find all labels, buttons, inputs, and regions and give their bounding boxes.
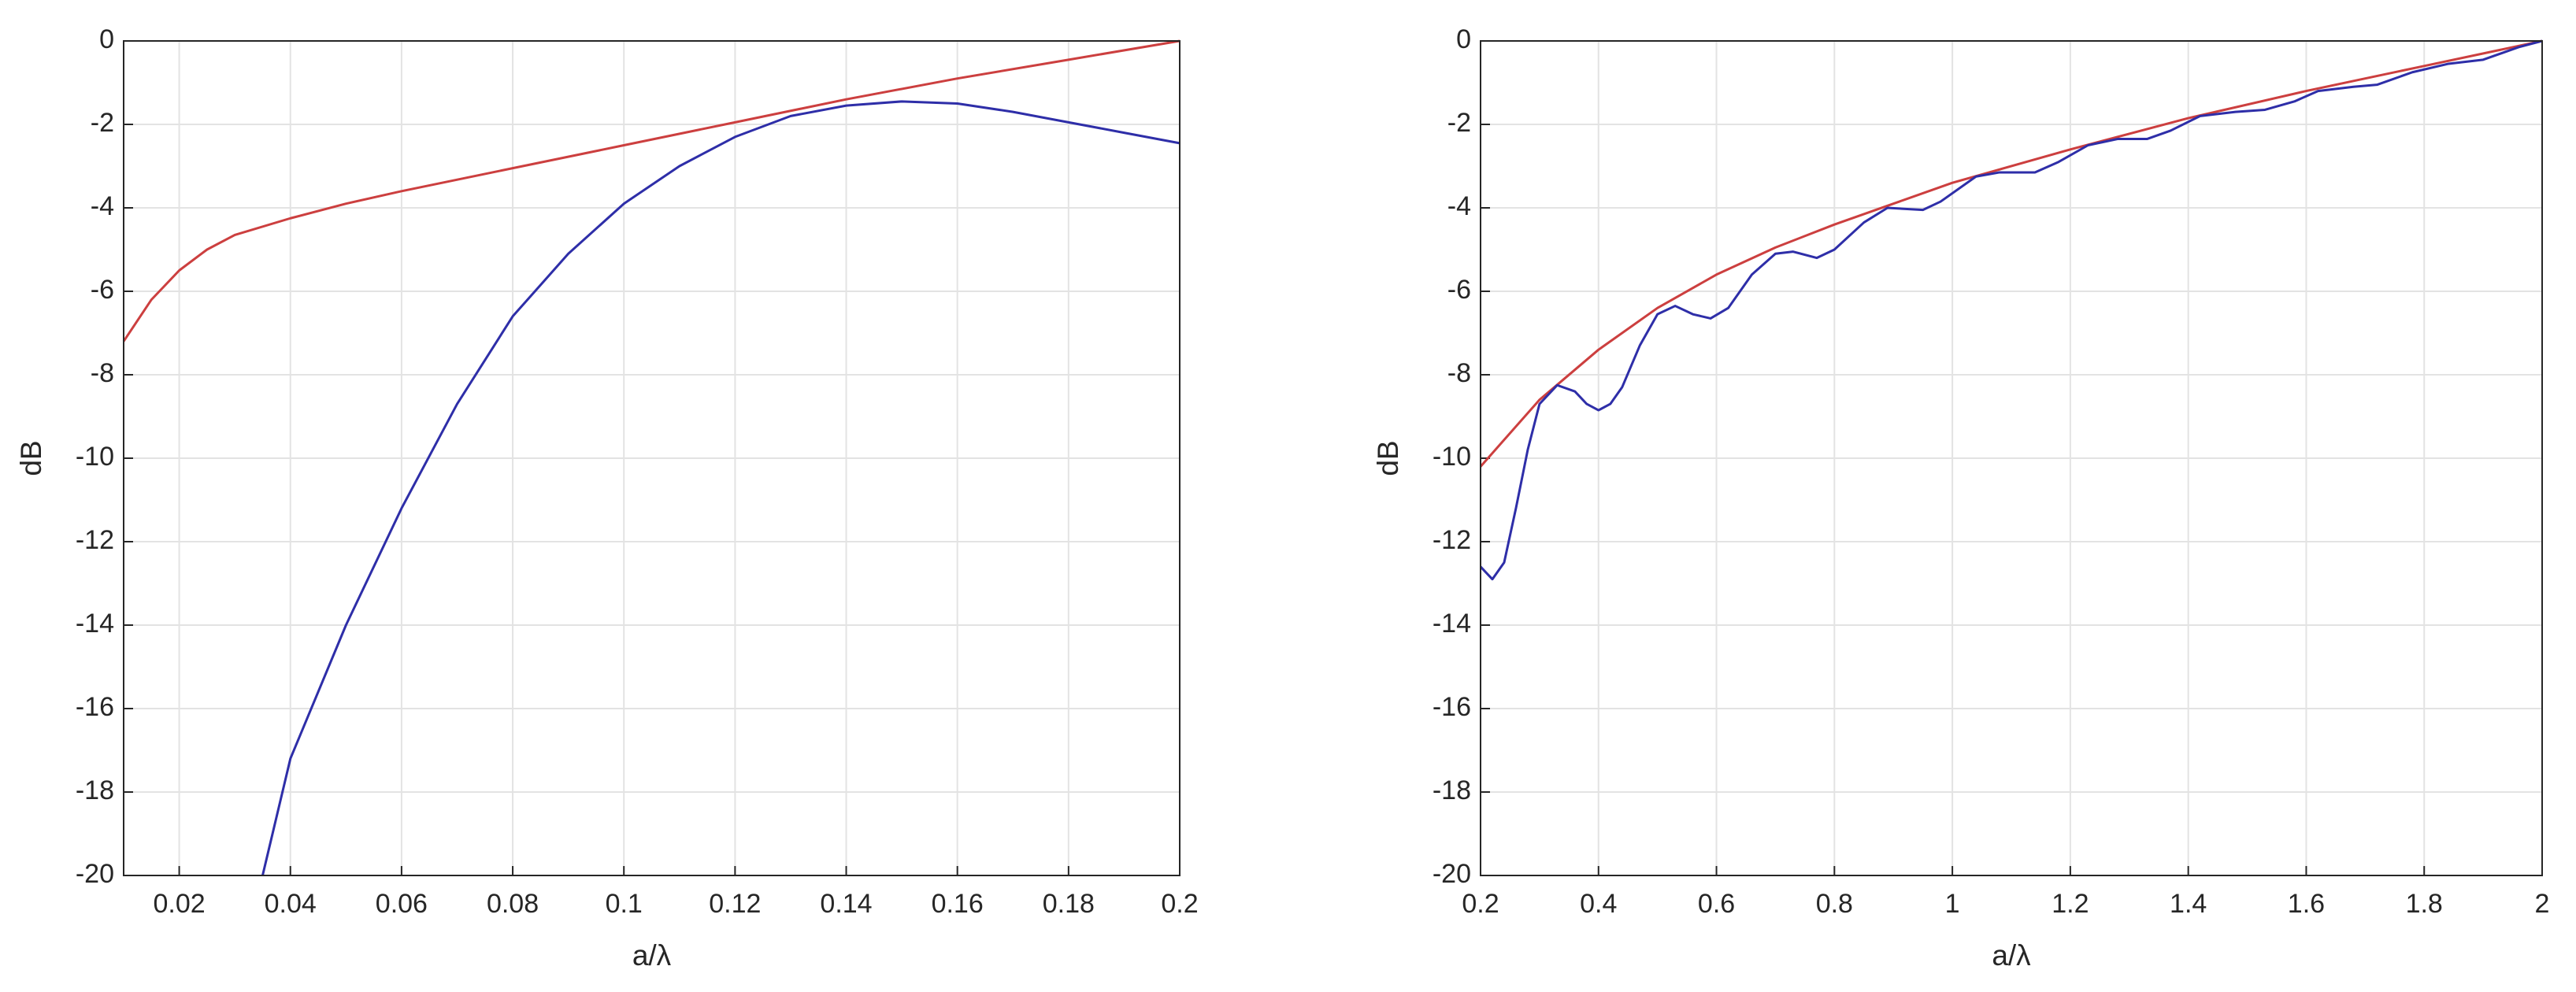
y-tick-label: -2 <box>91 108 114 138</box>
y-tick-label: -4 <box>1447 191 1471 221</box>
y-tick-label: 0 <box>99 24 114 54</box>
y-tick-label: -10 <box>1433 442 1471 472</box>
axes-box <box>123 40 1181 876</box>
y-tick-label: -20 <box>76 859 114 889</box>
y-tick-label: 0 <box>1456 24 1471 54</box>
y-tick-label: -16 <box>1433 692 1471 722</box>
axes-box <box>1480 40 2543 876</box>
x-tick-label: 0.1 <box>606 889 643 919</box>
x-tick-label: 0.16 <box>932 889 984 919</box>
x-tick-label: 0.04 <box>265 889 317 919</box>
x-tick-label: 0.4 <box>1580 889 1617 919</box>
x-tick-label: 1 <box>1945 889 1960 919</box>
x-axis-label: a/λ <box>1992 939 2031 972</box>
y-axis-label: dB <box>1372 440 1404 476</box>
x-tick-label: 0.08 <box>487 889 539 919</box>
y-tick-label: -16 <box>76 692 114 722</box>
y-axis-label: dB <box>15 440 47 476</box>
y-tick-label: -20 <box>1433 859 1471 889</box>
y-tick-label: -6 <box>1447 275 1471 305</box>
y-tick-label: -6 <box>91 275 114 305</box>
x-tick-label: 0.6 <box>1698 889 1735 919</box>
x-tick-label: 1.2 <box>2052 889 2089 919</box>
y-tick-label: -14 <box>1433 609 1471 639</box>
y-tick-label: -18 <box>76 775 114 805</box>
data-line <box>1479 39 2543 581</box>
y-tick-label: -18 <box>1433 775 1471 805</box>
data-line <box>122 39 1181 342</box>
data-line <box>261 100 1181 876</box>
x-tick-label: 0.06 <box>376 889 428 919</box>
y-tick-label: -12 <box>76 525 114 555</box>
y-tick-label: -8 <box>1447 358 1471 388</box>
x-tick-label: 0.14 <box>820 889 872 919</box>
x-tick-label: 0.18 <box>1043 889 1095 919</box>
y-tick-label: -8 <box>91 358 114 388</box>
y-tick-label: -4 <box>91 191 114 221</box>
y-tick-label: -14 <box>76 609 114 639</box>
x-tick-label: 0.12 <box>709 889 761 919</box>
y-tick-label: -2 <box>1447 108 1471 138</box>
x-tick-label: 0.8 <box>1816 889 1853 919</box>
x-tick-label: 1.6 <box>2288 889 2325 919</box>
x-tick-label: 1.4 <box>2170 889 2207 919</box>
x-tick-label: 0.2 <box>1161 889 1198 919</box>
x-tick-label: 1.8 <box>2406 889 2443 919</box>
x-axis-label: a/λ <box>632 939 672 972</box>
y-tick-label: -12 <box>1433 525 1471 555</box>
data-line <box>1479 39 2543 468</box>
x-tick-label: 0.02 <box>153 889 205 919</box>
y-tick-label: -10 <box>76 442 114 472</box>
x-tick-label: 2 <box>2535 889 2550 919</box>
x-tick-label: 0.2 <box>1462 889 1499 919</box>
